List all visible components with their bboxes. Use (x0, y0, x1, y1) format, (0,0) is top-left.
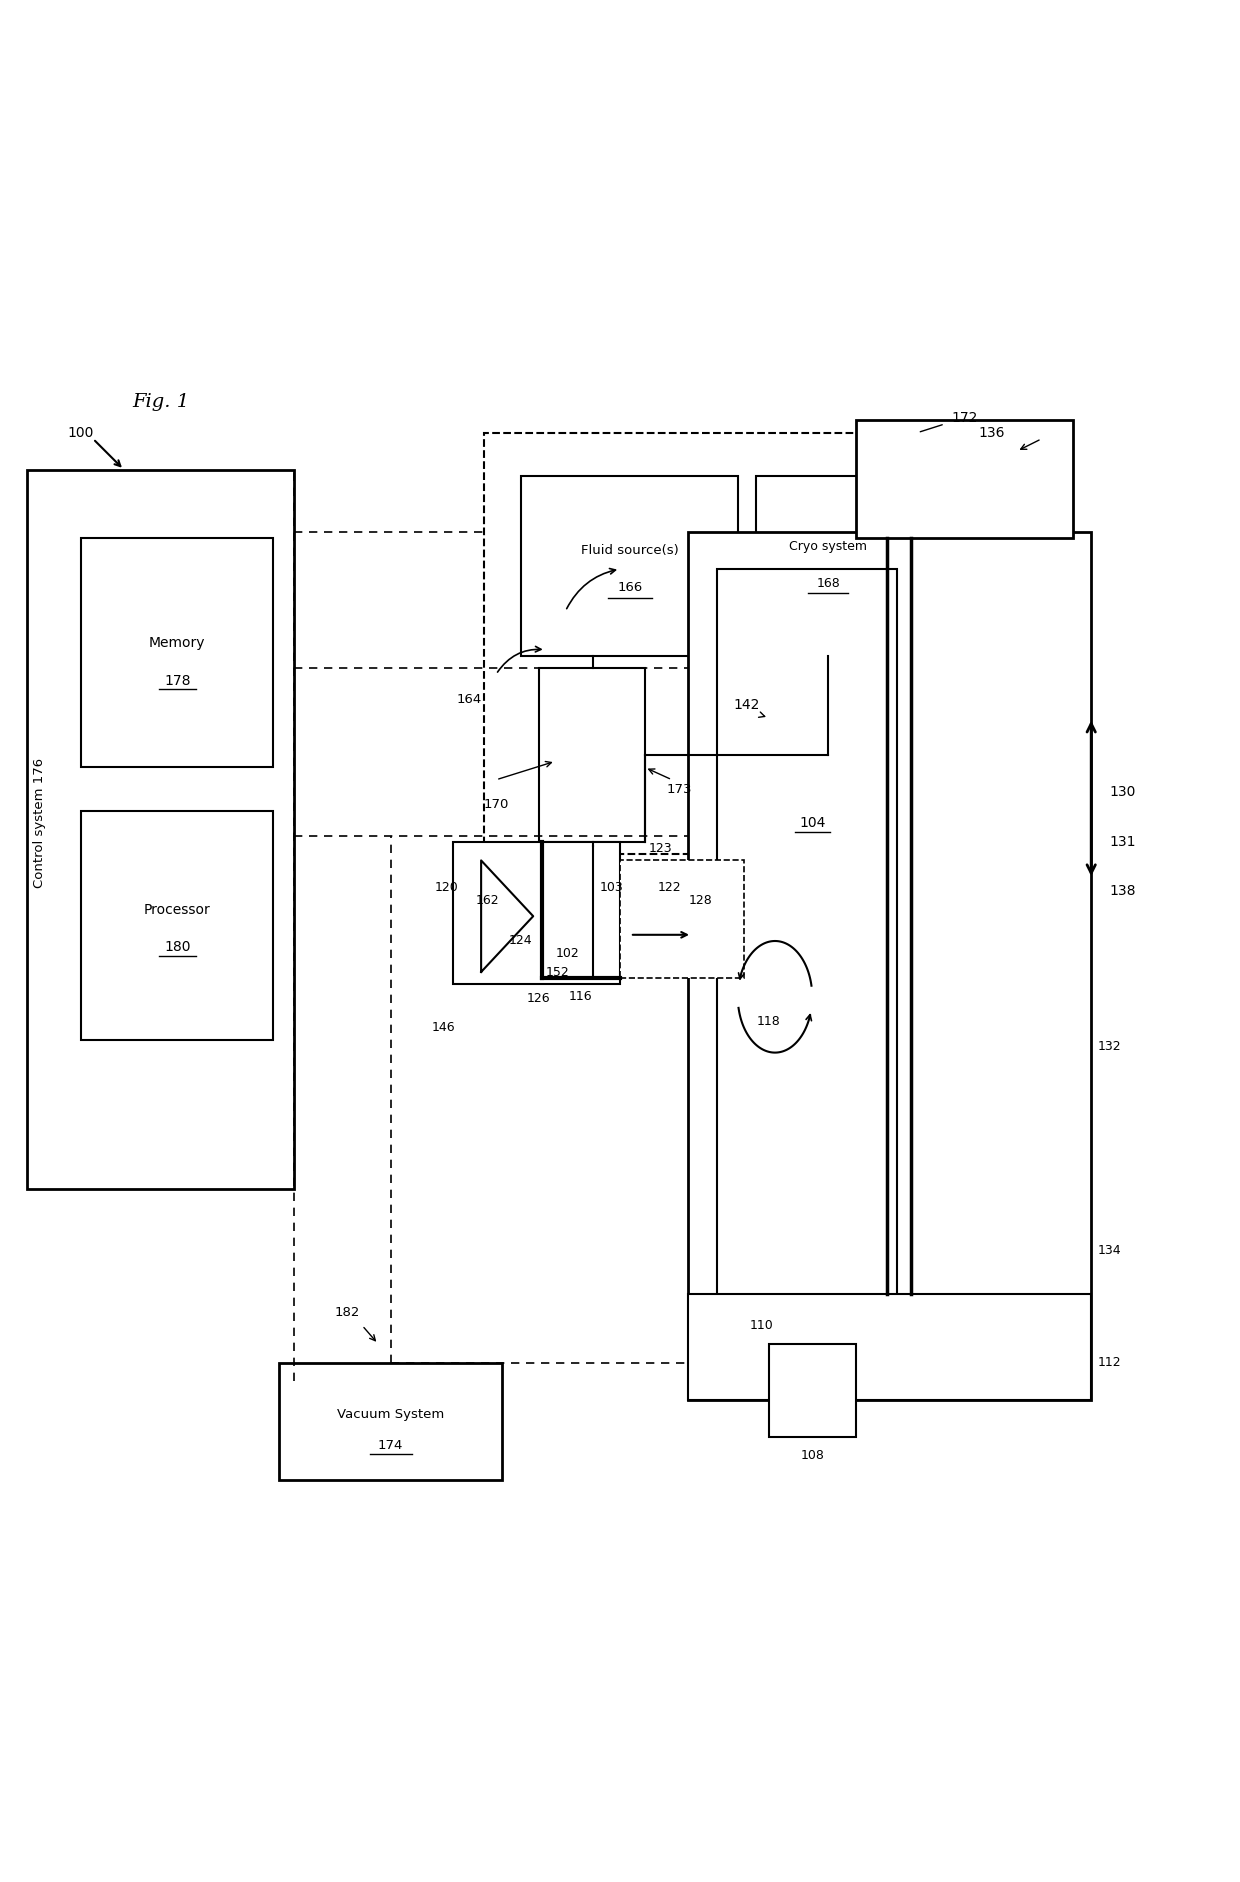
Text: 128: 128 (688, 894, 713, 907)
Text: 122: 122 (657, 881, 682, 894)
Text: 168: 168 (816, 578, 841, 591)
Text: 152: 152 (546, 965, 570, 979)
Text: Vacuum System: Vacuum System (337, 1408, 444, 1421)
Text: 104: 104 (799, 817, 826, 830)
Text: 123: 123 (649, 841, 673, 854)
Text: 102: 102 (556, 947, 580, 960)
Text: 126: 126 (526, 992, 551, 1005)
FancyBboxPatch shape (27, 470, 294, 1189)
Text: 162: 162 (475, 894, 500, 907)
Text: 134: 134 (1097, 1244, 1122, 1257)
Text: Control system 176: Control system 176 (33, 758, 46, 888)
Text: 100: 100 (67, 425, 94, 440)
Text: 120: 120 (434, 881, 459, 894)
Text: 132: 132 (1097, 1041, 1122, 1052)
Text: 178: 178 (164, 674, 191, 687)
Text: 174: 174 (378, 1440, 403, 1453)
FancyBboxPatch shape (539, 668, 645, 841)
FancyBboxPatch shape (717, 568, 897, 1363)
Text: 164: 164 (456, 693, 481, 706)
Text: 170: 170 (484, 798, 508, 811)
FancyBboxPatch shape (856, 420, 1073, 538)
Text: Memory: Memory (149, 636, 206, 651)
Text: 166: 166 (618, 582, 642, 595)
FancyBboxPatch shape (521, 476, 738, 655)
Text: Fig. 1: Fig. 1 (133, 393, 190, 410)
FancyBboxPatch shape (81, 811, 273, 1041)
Text: Fluid source(s): Fluid source(s) (582, 544, 678, 557)
Text: 130: 130 (1109, 785, 1136, 800)
Text: 146: 146 (432, 1022, 456, 1035)
Text: 142: 142 (733, 698, 760, 713)
Text: 124: 124 (508, 935, 533, 947)
Text: 138: 138 (1109, 885, 1136, 898)
Text: 116: 116 (568, 990, 593, 1003)
Text: 110: 110 (749, 1319, 774, 1332)
Text: 180: 180 (164, 941, 191, 954)
Text: 173: 173 (667, 783, 692, 796)
Text: 172: 172 (951, 410, 978, 425)
Text: 103: 103 (599, 881, 624, 894)
FancyBboxPatch shape (769, 1344, 856, 1438)
Text: 136: 136 (978, 425, 1006, 440)
Text: Cryo system: Cryo system (790, 540, 867, 553)
Text: 118: 118 (756, 1014, 781, 1028)
FancyBboxPatch shape (484, 433, 955, 854)
Text: 112: 112 (1097, 1357, 1122, 1368)
FancyBboxPatch shape (620, 860, 744, 979)
FancyBboxPatch shape (453, 841, 620, 984)
FancyBboxPatch shape (279, 1363, 502, 1481)
Text: 182: 182 (335, 1306, 360, 1319)
FancyBboxPatch shape (81, 538, 273, 768)
FancyBboxPatch shape (688, 1295, 1091, 1400)
FancyBboxPatch shape (756, 476, 899, 655)
Text: Processor: Processor (144, 903, 211, 917)
Text: 131: 131 (1109, 836, 1136, 849)
Text: 108: 108 (800, 1449, 825, 1462)
FancyBboxPatch shape (688, 533, 1091, 1400)
